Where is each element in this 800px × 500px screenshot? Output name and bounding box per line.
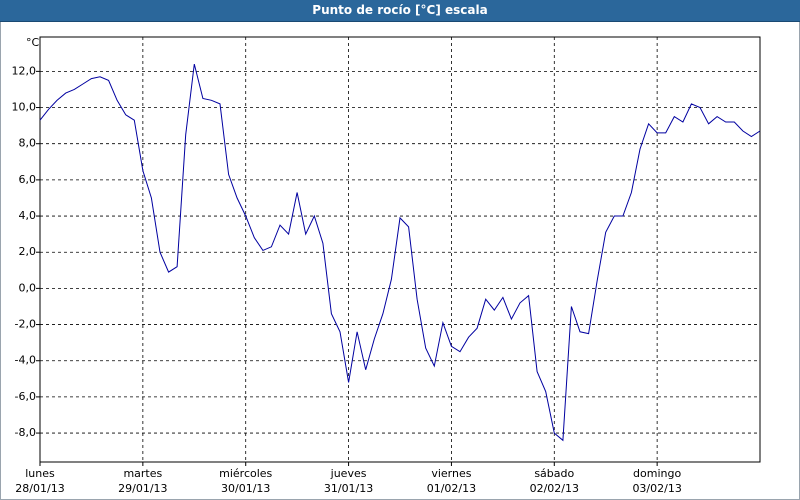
y-tick-label: -4,0 [15, 354, 36, 367]
x-tick-label: 03/02/13 [632, 482, 681, 495]
y-unit: °C [26, 36, 40, 49]
y-tick-label: -8,0 [15, 426, 36, 439]
x-tick-label: 29/01/13 [118, 482, 167, 495]
x-tick-label: jueves [330, 467, 367, 480]
x-tick-label: 28/01/13 [15, 482, 64, 495]
x-tick-label: sábado [534, 467, 574, 480]
y-tick-label: 4,0 [19, 209, 37, 222]
x-tick-label: domingo [633, 467, 681, 480]
y-tick-label: 2,0 [19, 245, 37, 258]
x-tick-label: viernes [431, 467, 471, 480]
y-tick-label: 12,0 [12, 64, 37, 77]
y-tick-label: 0,0 [19, 281, 37, 294]
line-series [39, 63, 761, 442]
x-tick-label: 01/02/13 [427, 482, 476, 495]
y-tick-label: -6,0 [15, 390, 36, 403]
x-tick-label: martes [123, 467, 162, 480]
x-tick-label: 31/01/13 [324, 482, 373, 495]
x-tick-label: lunes [25, 467, 55, 480]
y-tick-label: 10,0 [12, 101, 37, 114]
y-tick-label: 6,0 [19, 173, 37, 186]
chart-title: Punto de rocío [°C] escala [0, 0, 800, 22]
x-tick-label: 30/01/13 [221, 482, 270, 495]
plot-border [39, 36, 761, 463]
y-tick-label: -2,0 [15, 318, 36, 331]
x-tick-label: miércoles [219, 467, 272, 480]
y-tick-label: 8,0 [19, 137, 37, 150]
x-tick-label: 02/02/13 [530, 482, 579, 495]
